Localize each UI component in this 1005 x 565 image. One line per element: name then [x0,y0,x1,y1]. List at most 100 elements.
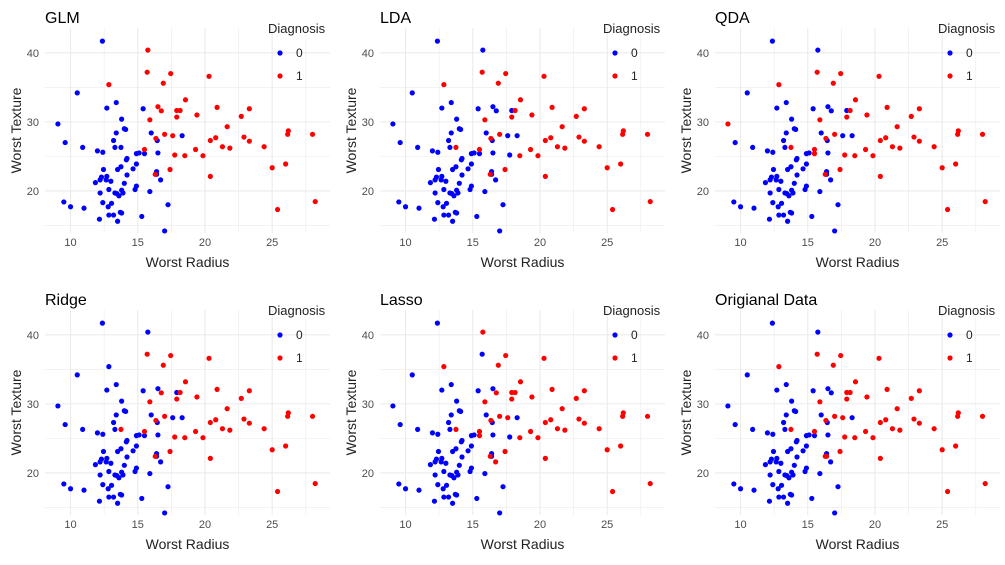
data-point-0 [123,126,129,133]
data-point-1 [238,113,244,119]
data-point-0 [396,199,402,205]
data-point-0 [490,150,496,156]
y-tick-label: 40 [697,330,709,342]
data-point-0 [483,412,489,418]
data-point-0 [141,433,148,439]
y-tick-label: 20 [362,186,374,198]
legend-label: 0 [296,46,303,60]
data-point-1 [480,329,486,335]
y-tick-label: 20 [27,468,39,480]
x-tick-label: 25 [266,237,278,249]
legend-key-0 [277,50,283,56]
data-point-0 [443,482,450,488]
data-point-0 [74,372,80,378]
data-point-1 [285,413,291,419]
y-tick-label: 30 [27,399,39,411]
data-point-1 [817,399,823,405]
y-tick-label: 30 [362,399,374,411]
data-point-1 [487,453,493,459]
data-point-0 [454,398,460,404]
data-point-0 [99,38,106,44]
data-point-0 [776,468,782,475]
data-point-0 [769,38,776,44]
data-point-1 [542,455,548,462]
data-point-1 [106,81,112,88]
data-point-1 [842,434,848,440]
legend-label: 1 [631,351,638,365]
legend: Diagnosis 0 1 [938,21,996,83]
y-tick-label: 40 [362,330,374,342]
data-point-0 [397,421,403,428]
data-point-0 [118,144,124,151]
data-point-0 [849,133,855,139]
data-point-0 [817,470,823,477]
data-point-1 [832,413,838,419]
data-point-1 [852,435,858,441]
legend: Diagnosis 0 1 [938,303,996,365]
data-point-1 [953,161,959,167]
data-point-1 [548,417,554,423]
data-point-0 [443,178,449,184]
scatter-panel: 10 15 20 25 20 30 40 LDA Worst Radius Worst Textu… [335,0,670,283]
data-point-0 [835,202,841,208]
legend-label: 0 [966,328,973,342]
data-point-0 [803,161,810,167]
data-point-0 [776,186,782,193]
data-point-0 [130,448,136,454]
data-point-0 [459,172,465,178]
data-point-0 [402,486,409,492]
data-point-0 [106,468,112,475]
data-point-0 [104,105,110,111]
data-point-0 [434,38,441,44]
data-point-1 [618,443,624,449]
data-point-0 [409,90,415,96]
data-point-1 [224,406,230,412]
data-point-1 [509,396,515,402]
legend: Diagnosis 0 1 [603,21,661,83]
legend-key-1 [612,355,618,361]
data-point-0 [794,454,800,460]
data-point-0 [432,190,438,196]
data-point-1 [246,106,252,112]
data-point-1 [844,396,850,402]
data-point-1 [548,135,554,141]
data-point-0 [815,329,821,335]
x-axis-title: Worst Radius [816,254,900,270]
data-point-0 [110,137,117,144]
data-point-1 [647,198,653,205]
data-point-0 [441,212,447,218]
x-tick-label: 10 [734,237,746,249]
data-point-1 [852,153,858,159]
points [725,320,988,516]
data-point-0 [802,468,808,475]
data-point-1 [955,131,961,137]
legend-key-1 [947,355,953,361]
data-point-0 [479,351,485,357]
data-point-1 [182,379,189,385]
data-point-0 [458,439,464,445]
data-point-0 [112,426,118,433]
data-point-0 [507,152,513,158]
data-point-1 [224,124,230,130]
data-point-0 [99,320,106,326]
legend-key-1 [612,73,618,79]
data-point-1 [283,161,289,167]
data-point-0 [133,443,140,449]
data-point-1 [832,131,838,137]
data-point-0 [776,494,782,500]
data-point-1 [953,443,959,449]
data-point-0 [500,484,506,490]
data-point-1 [503,70,509,77]
data-point-1 [441,81,447,88]
data-point-0 [147,188,153,195]
data-point-0 [429,148,436,154]
x-axis-title: Worst Radius [816,536,900,552]
data-point-0 [179,415,185,421]
x-tick-label: 25 [266,519,278,531]
data-point-0 [770,431,776,437]
legend-key-0 [612,332,618,338]
data-point-0 [474,213,480,220]
data-point-1 [911,416,917,422]
data-point-0 [778,200,785,206]
